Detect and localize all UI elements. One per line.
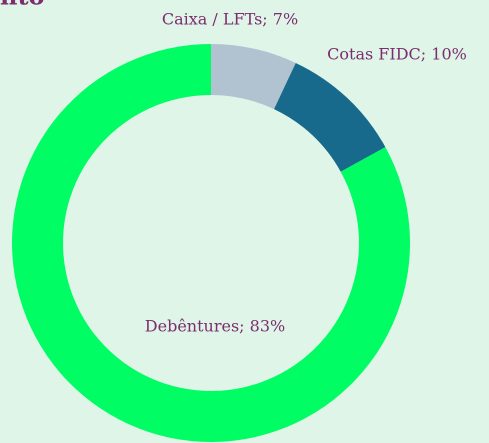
data-label: Debêntures; 83% [145,317,285,336]
data-label: Cotas FIDC; 10% [327,45,467,64]
chart-title: nto [0,0,45,11]
data-label: Caixa / LFTs; 7% [162,10,298,29]
donut-slice [274,62,386,172]
donut-slice [211,44,296,110]
